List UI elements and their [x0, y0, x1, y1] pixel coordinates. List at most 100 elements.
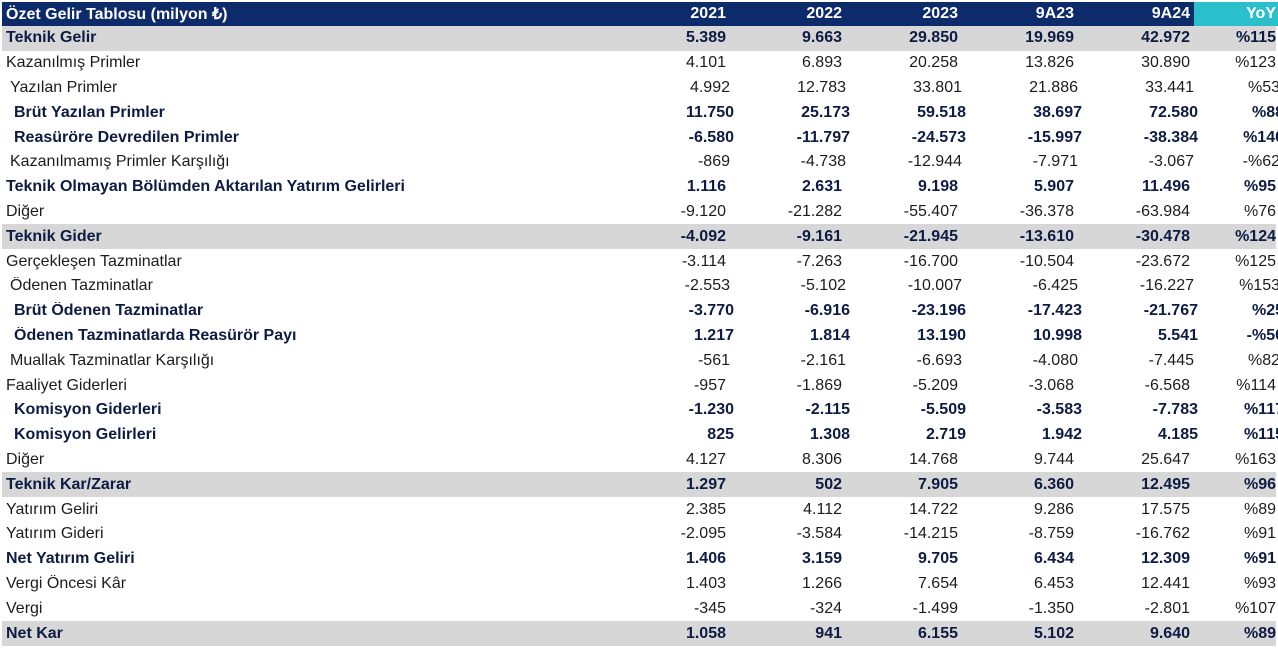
- cell-2021: 4.127: [685, 450, 726, 468]
- table-row: Kazanılmış Primler 4.101 6.893 20.258 13.826…: [2, 51, 1276, 76]
- cell-2023: -24.573: [911, 128, 966, 146]
- cell-9a23: 9.286: [1033, 500, 1074, 518]
- cell-yoy: %124: [1235, 227, 1276, 245]
- col-header-2021: 2021: [690, 5, 726, 22]
- cell-2021: -957: [693, 376, 726, 394]
- cell-2021: 1.406: [685, 550, 726, 568]
- table-row: Diğer -9.120 -21.282 -55.407 -36.378 -63.984%…: [2, 200, 1276, 225]
- cell-2021: 11.750: [685, 103, 734, 121]
- cell-9a23: -10.504: [1019, 252, 1074, 270]
- cell-yoy: -%50: [1246, 326, 1278, 344]
- cell-2021: -3.114: [681, 252, 726, 270]
- cell-9a23: -3.583: [1036, 401, 1082, 419]
- row-label: Brüt Yazılan Primler: [14, 103, 165, 121]
- table-row: Teknik Gelir 5.389 9.663 29.850 19.969 42.972…: [2, 26, 1276, 51]
- cell-9a24: -16.227: [1139, 277, 1194, 295]
- row-label: Komisyon Giderleri: [14, 401, 162, 419]
- row-label: Muallak Tazminatlar Karşılığı: [10, 351, 215, 369]
- row-label: Teknik Olmayan Bölümden Aktarılan Yatırı…: [6, 178, 405, 196]
- row-label: Teknik Gider: [6, 227, 102, 245]
- cell-9a24: 30.890: [1141, 54, 1190, 72]
- table-row: Diğer 4.127 8.306 14.768 9.744 25.647 %163: [2, 448, 1276, 473]
- cell-2022: -4.738: [800, 153, 846, 171]
- table-row: Vergi -345 -324 -1.499 -1.350 -2.801 %107: [2, 596, 1276, 621]
- table-row: Reasüröre Devredilen Primler -6.580 -11.79…: [2, 125, 1278, 150]
- cell-2021: -561: [697, 351, 730, 369]
- cell-2021: -6.580: [688, 128, 734, 146]
- cell-yoy: %89: [1243, 500, 1276, 518]
- cell-2021: -3.770: [688, 302, 734, 320]
- cell-9a23: 13.826: [1025, 54, 1074, 72]
- table-row: Komisyon Gelirleri 825 1.308 2.719 1.942 4.18…: [2, 423, 1278, 448]
- cell-2022: 12.783: [797, 78, 846, 96]
- table-row: Brüt Yazılan Primler 11.750 25.173 59.518 38…: [2, 100, 1278, 125]
- cell-2022: -2.161: [800, 351, 846, 369]
- cell-2022: -5.102: [800, 277, 846, 295]
- cell-2023: -6.693: [916, 351, 962, 369]
- cell-2021: -9.120: [680, 202, 726, 220]
- cell-2021: 1.403: [685, 574, 726, 592]
- cell-yoy: %163: [1235, 450, 1276, 468]
- cell-2022: 6.893: [801, 54, 842, 72]
- table-row: Teknik Gider -4.092 -9.161 -21.945 -13.610 -3…: [2, 224, 1276, 250]
- cell-2022: 9.663: [801, 29, 842, 47]
- table-row: Ödenen Tazminatlar -2.553 -5.102 -10.007 -6.…: [2, 274, 1278, 299]
- cell-2023: -21.945: [903, 227, 958, 245]
- cell-2023: 2.719: [925, 426, 966, 444]
- row-label: Yazılan Primler: [10, 78, 118, 96]
- cell-2022: -7.263: [796, 252, 842, 270]
- cell-9a23: -8.759: [1028, 525, 1074, 543]
- table-row: Yazılan Primler 4.992 12.783 33.801 21.886 33…: [2, 76, 1278, 101]
- cell-2022: 8.306: [801, 450, 842, 468]
- row-label: Net Kar: [6, 624, 63, 642]
- cell-2023: -55.407: [903, 202, 958, 220]
- cell-9a23: -17.423: [1027, 302, 1082, 320]
- cell-2022: -324: [809, 599, 842, 617]
- table-row: Kazanılmamış Primler Karşılığı -869 -4.738…: [2, 150, 1278, 175]
- row-label: Kazanılmış Primler: [6, 54, 141, 72]
- cell-9a23: 19.969: [1025, 29, 1074, 47]
- cell-9a23: -15.997: [1027, 128, 1082, 146]
- row-label: Faaliyet Giderleri: [6, 376, 127, 394]
- cell-2021: 1.058: [685, 624, 726, 642]
- cell-yoy: %89: [1243, 624, 1276, 642]
- cell-yoy: %117: [1243, 401, 1278, 419]
- cell-yoy: %25: [1251, 302, 1278, 320]
- cell-2022: -21.282: [787, 202, 842, 220]
- cell-yoy: %82: [1247, 351, 1278, 369]
- cell-2022: -2.115: [805, 401, 850, 419]
- cell-yoy: %115: [1243, 426, 1278, 444]
- cell-9a24: 42.972: [1141, 29, 1190, 47]
- cell-9a24: 5.541: [1157, 326, 1198, 344]
- table-row: Gerçekleşen Tazminatlar -3.114 -7.263 -16.7…: [2, 249, 1276, 274]
- cell-9a24: -2.801: [1144, 599, 1190, 617]
- cell-2021: -345: [693, 599, 726, 617]
- cell-9a23: 6.434: [1033, 550, 1074, 568]
- cell-yoy: %107: [1235, 599, 1276, 617]
- table-row: Teknik Olmayan Bölümden Aktarılan Yatırı…: [2, 175, 1276, 200]
- row-label: Diğer: [6, 202, 45, 220]
- cell-2021: 4.992: [689, 78, 730, 96]
- cell-2021: 4.101: [685, 54, 726, 72]
- cell-2022: 3.159: [801, 550, 842, 568]
- cell-2021: 1.217: [693, 326, 734, 344]
- table-row: Net Yatırım Geliri 1.406 3.159 9.705 6.434 12…: [2, 547, 1276, 572]
- cell-2022: 941: [815, 624, 842, 642]
- cell-yoy: %125: [1235, 252, 1276, 270]
- cell-9a23: -1.350: [1028, 599, 1074, 617]
- cell-yoy: %91: [1243, 550, 1276, 568]
- cell-yoy: %96: [1243, 475, 1276, 493]
- cell-yoy: -%62: [1242, 153, 1278, 171]
- cell-2022: 25.173: [801, 103, 850, 121]
- cell-yoy: %153: [1239, 277, 1278, 295]
- table-row: Komisyon Giderleri -1.230 -2.115 -5.509 -3.5…: [2, 398, 1278, 423]
- cell-9a24: 25.647: [1141, 450, 1190, 468]
- cell-9a24: 17.575: [1141, 500, 1190, 518]
- cell-2022: -3.584: [796, 525, 842, 543]
- cell-2023: 9.198: [917, 178, 958, 196]
- cell-9a23: 9.744: [1033, 450, 1074, 468]
- cell-9a23: -6.425: [1032, 277, 1078, 295]
- cell-2023: 13.190: [917, 326, 966, 344]
- cell-2023: 6.155: [917, 624, 958, 642]
- cell-2021: -4.092: [680, 227, 726, 245]
